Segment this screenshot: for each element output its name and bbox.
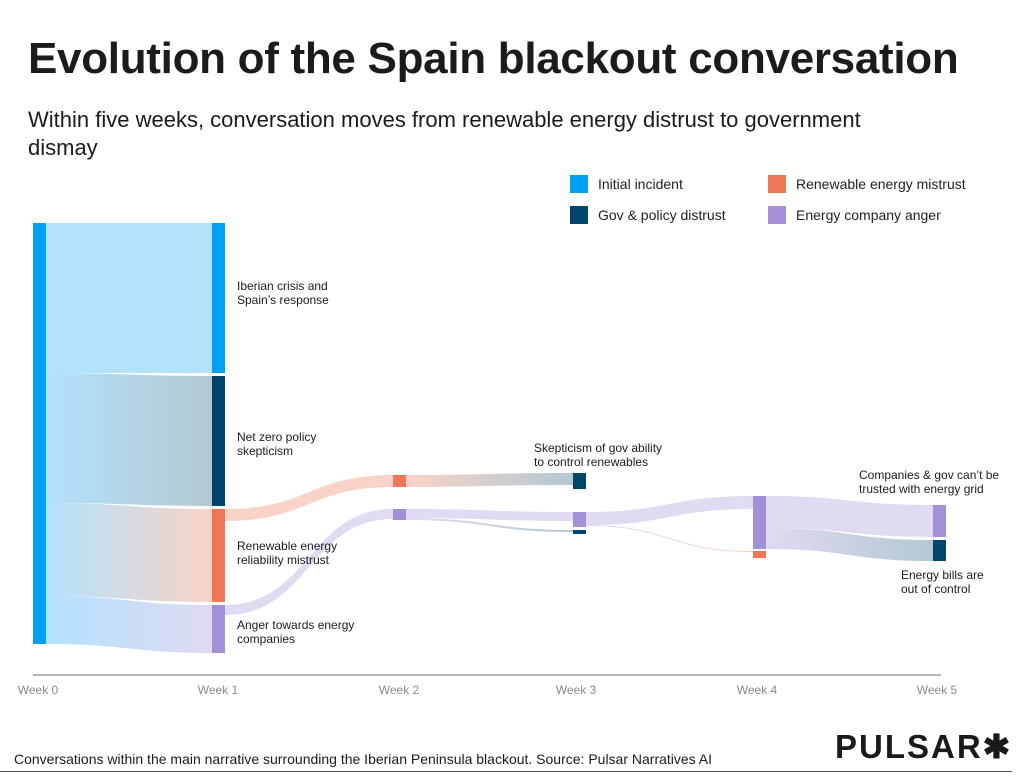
sankey-node: [933, 505, 946, 537]
sankey-link: [586, 525, 753, 552]
sankey-node: [33, 223, 46, 644]
sankey-link: [46, 503, 212, 602]
pulsar-logo: PULSAR✱: [835, 728, 1013, 765]
node-label: Iberian crisis and Spain’s response: [237, 279, 329, 307]
node-label: Net zero policy skepticism: [237, 430, 317, 458]
sankey-node: [212, 376, 225, 506]
sankey-link: [225, 475, 393, 521]
legend-item-anger: Energy company anger: [768, 206, 941, 224]
sankey-node: [573, 530, 586, 534]
legend-swatch: [570, 175, 588, 193]
node-label: Skepticism of gov ability to control ren…: [534, 441, 663, 469]
sankey-node: [753, 496, 766, 549]
sankey-node: [212, 605, 225, 653]
x-tick-label: Week 1: [197, 683, 239, 697]
sankey-link: [46, 596, 212, 653]
node-label: Anger towards energy companies: [237, 618, 355, 646]
sankey-node: [393, 475, 406, 487]
legend-item-initial: Initial incident: [570, 175, 683, 193]
sankey-node: [753, 551, 766, 558]
legend-label: Gov & policy distrust: [598, 207, 726, 223]
sankey-link: [406, 518, 573, 532]
x-tick-label: Week 4: [736, 683, 778, 697]
sankey-node: [933, 540, 946, 561]
x-tick-label: Week 5: [916, 683, 958, 697]
sankey-node: [212, 223, 225, 373]
sankey-link: [225, 509, 393, 615]
legend-swatch: [768, 175, 786, 193]
sankey-link: [766, 496, 933, 537]
x-tick-label: Week 0: [17, 683, 59, 697]
legend-label: Initial incident: [598, 176, 683, 192]
node-label: Companies & gov can’t be trusted with en…: [859, 468, 1000, 496]
legend-label: Renewable energy mistrust: [796, 176, 966, 192]
legend-label: Energy company anger: [796, 207, 941, 223]
footer-source: Conversations within the main narrative …: [14, 751, 713, 767]
sankey-link: [46, 223, 212, 373]
legend-item-renewable: Renewable energy mistrust: [768, 175, 966, 193]
sankey-link: [46, 373, 212, 506]
sankey-link: [586, 496, 753, 525]
x-tick-label: Week 3: [555, 683, 597, 697]
legend-swatch: [570, 206, 588, 224]
chart-title: Evolution of the Spain blackout conversa…: [28, 34, 959, 83]
sankey-link: [766, 528, 933, 561]
sankey-link: [406, 473, 573, 487]
sankey-node: [573, 512, 586, 527]
chart-subtitle: Within five weeks, conversation moves fr…: [28, 107, 861, 160]
sankey-node: [393, 509, 406, 520]
node-label: Energy bills are out of control: [901, 568, 984, 596]
x-tick-label: Week 2: [378, 683, 420, 697]
sankey-link: [406, 509, 573, 521]
node-label: Renewable energy reliability mistrust: [237, 539, 338, 567]
legend-swatch: [768, 206, 786, 224]
sankey-node: [573, 473, 586, 489]
legend-item-gov: Gov & policy distrust: [570, 206, 726, 224]
sankey-node: [212, 509, 225, 602]
footer-divider: [0, 771, 1012, 772]
